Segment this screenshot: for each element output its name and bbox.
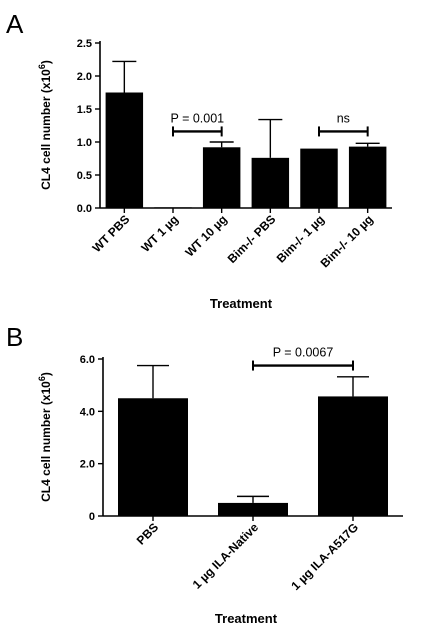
panel-a-y-tick-label: 1.5 — [77, 104, 92, 116]
panel-a-category-label: WT PBS — [90, 212, 133, 255]
panel-a-plot: 0.00.51.01.52.02.5WT PBS WT 1 µg WT 10 µgB… — [77, 38, 392, 270]
panel-a-label: A — [6, 9, 24, 39]
panel-a-y-axis-label-close: ) — [39, 60, 53, 64]
panel-a-y-axis-label-sup: 6 — [37, 64, 47, 69]
panel-a-significance-label: ns — [337, 111, 350, 125]
panel-b-y-axis-label-sup: 6 — [37, 376, 47, 381]
panel-a: A CL4 cell number (x106) 0.0 0.5 1.0 1.5 2.0… — [6, 9, 392, 311]
panel-a-category-label: Bim-/- 10 µg — [318, 212, 376, 270]
panel-a-y-axis-label: CL4 cell number (x106) — [37, 60, 53, 190]
panel-b-y-axis-label-close: ) — [39, 372, 53, 376]
panel-b-y-tick-label: 6.0 — [80, 354, 95, 366]
panel-a-category-label: Bim-/- PBS — [225, 212, 279, 266]
panel-a-y-tick-label: 0.0 — [77, 203, 92, 215]
panel-a-bar — [348, 146, 387, 208]
panel-b-x-axis-title: Treatment — [215, 611, 278, 626]
panel-b-y-axis-label-text: CL4 cell number (x10 — [39, 381, 53, 502]
panel-a-x-axis-title: Treatment — [210, 296, 273, 311]
panel-b-y-tick-label: 2.0 — [80, 459, 95, 471]
panel-a-bar — [105, 92, 144, 208]
panel-a-y-tick-label: 2.5 — [77, 38, 92, 50]
panel-b-y-tick-label: 4.0 — [80, 406, 95, 418]
panel-a-significance-label: P = 0.001 — [171, 111, 225, 125]
panel-b-significance-label: P = 0.0067 — [273, 346, 334, 360]
panel-a-category-label: WT 10 µg — [182, 212, 229, 259]
panel-a-bar — [251, 157, 290, 208]
panel-a-y-tick-label: 2.0 — [77, 71, 92, 83]
panel-a-category-label: WT 1 µg — [139, 212, 182, 255]
panel-a-y-axis-label-text: CL4 cell number (x10 — [39, 69, 53, 190]
panel-b-category-label: 1 µg ILA-Native — [190, 520, 262, 592]
panel-b-label: B — [6, 322, 23, 352]
panel-b-y-tick-label: 0 — [89, 511, 95, 523]
panel-b-bar — [318, 396, 388, 516]
panel-b-y-axis-label: CL4 cell number (x106) — [37, 372, 53, 502]
panel-a-bar — [154, 207, 192, 209]
panel-b-bar — [118, 398, 188, 516]
panel-a-y-tick-label: 0.5 — [77, 170, 92, 182]
panel-b-bar — [218, 502, 288, 516]
panel-a-y-tick-label: 1.0 — [77, 137, 92, 149]
panel-b-category-label: 1 µg ILA-A517G — [288, 520, 361, 593]
panel-b-category-label: PBS — [134, 520, 161, 547]
panel-b: B CL4 cell number (x106) 0 2.0 4.0 6.0 PBS 1 … — [6, 322, 403, 626]
panel-a-bar — [300, 148, 338, 208]
panel-b-plot: 0 2.0 4.0 6.0 PBS 1 µg ILA-Native 1 µg ILA-A51… — [80, 346, 403, 593]
panel-a-bar — [202, 147, 241, 208]
